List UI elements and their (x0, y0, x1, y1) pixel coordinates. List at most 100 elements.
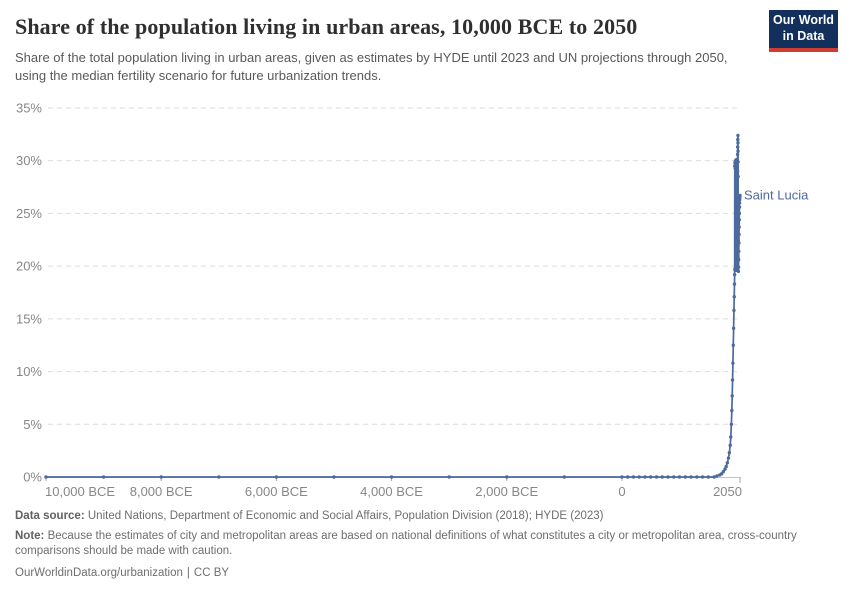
data-point (737, 205, 742, 209)
data-point (736, 160, 740, 164)
data-source-label: Data source: (15, 510, 85, 522)
data-source-line: Data source: United Nations, Department … (15, 509, 847, 525)
x-tick-label: 4,000 BCE (360, 484, 423, 499)
chart-subtitle: Share of the total population living in … (15, 50, 728, 84)
data-point (737, 249, 741, 254)
note-text: Because the estimates of city and metrop… (15, 529, 797, 558)
data-point (625, 475, 630, 479)
data-point (736, 133, 740, 138)
owid-logo[interactable]: Our World in Data (769, 10, 838, 52)
data-point (732, 272, 737, 277)
chart-footer: Data source: United Nations, Department … (15, 509, 847, 585)
data-point (620, 475, 624, 479)
data-point (731, 343, 735, 347)
data-point (738, 193, 742, 198)
data-point (695, 475, 699, 479)
data-point (637, 475, 641, 479)
data-point (731, 326, 736, 331)
data-point (101, 475, 106, 479)
data-point (736, 174, 740, 179)
data-point (677, 475, 682, 479)
owid-logo-line1: Our World (773, 13, 834, 28)
data-point (274, 475, 279, 479)
data-point (631, 475, 636, 479)
data-point (736, 141, 740, 145)
data-point (736, 265, 741, 269)
data-point (735, 169, 740, 173)
note-line: Note: Because the estimates of city and … (15, 529, 847, 560)
data-point (727, 451, 732, 455)
y-tick-label: 15% (16, 311, 42, 326)
data-point (736, 149, 740, 153)
data-point (159, 475, 163, 479)
data-point (643, 475, 647, 479)
citation-line: OurWorldinData.org/urbanization | CC BY (15, 566, 847, 582)
data-point (732, 295, 736, 299)
data-point (712, 475, 716, 479)
data-point (736, 137, 740, 142)
data-point (737, 225, 741, 229)
data-point (735, 164, 739, 168)
y-tick-label: 35% (16, 101, 42, 116)
y-tick-label: 10% (16, 364, 42, 379)
data-point (729, 435, 733, 439)
x-tick-label: 2050 (713, 484, 742, 499)
data-point (730, 378, 735, 382)
note-label: Note: (15, 529, 45, 542)
data-point (389, 475, 394, 479)
entity-label[interactable]: Saint Lucia (744, 188, 809, 203)
data-point (737, 218, 741, 222)
data-point (729, 422, 734, 426)
data-point (649, 475, 653, 479)
data-point (736, 145, 740, 149)
data-point (666, 475, 670, 479)
data-point (683, 475, 687, 479)
series-line[interactable] (45, 134, 741, 478)
data-point (724, 464, 728, 469)
data-point (732, 282, 737, 286)
data-point (723, 467, 727, 471)
x-tick-label: 0 (618, 484, 625, 499)
y-tick-label: 30% (16, 153, 42, 168)
data-point (730, 408, 734, 413)
data-point (700, 475, 705, 479)
data-point (715, 474, 719, 478)
y-tick-label: 0% (23, 470, 42, 485)
data-point (447, 475, 451, 479)
owid-logo-line2: in Data (782, 29, 825, 43)
y-tick-label: 5% (23, 417, 42, 432)
data-point (737, 201, 742, 205)
data-point (728, 443, 732, 448)
data-point (736, 269, 741, 274)
data-point (732, 308, 736, 313)
citation-url-link[interactable]: OurWorldinData.org/urbanization (15, 566, 183, 579)
data-point (654, 475, 659, 479)
data-point (737, 211, 742, 216)
data-point (735, 152, 740, 157)
data-point (660, 475, 664, 479)
data-point (730, 394, 734, 398)
data-point (44, 475, 48, 479)
chart-title: Share of the population living in urban … (15, 14, 638, 39)
data-point (706, 475, 711, 479)
data-point (672, 475, 676, 479)
citation-separator: | (186, 566, 190, 579)
data-point (562, 475, 567, 479)
x-tick-label: 2,000 BCE (475, 484, 538, 499)
y-tick-label: 20% (16, 259, 42, 274)
data-point (736, 258, 741, 262)
x-tick-label: 6,000 BCE (245, 484, 308, 499)
data-point (332, 475, 336, 479)
data-point (689, 475, 693, 479)
data-source-text: United Nations, Department of Economic a… (87, 510, 604, 522)
x-tick-label: 10,000 BCE (45, 484, 115, 499)
y-tick-label: 25% (16, 206, 42, 221)
data-point (737, 241, 741, 245)
license-link[interactable]: CC BY (193, 566, 230, 579)
data-point (721, 470, 725, 474)
x-tick-label: 8,000 BCE (130, 484, 193, 499)
data-point (737, 232, 741, 237)
data-point (725, 461, 730, 465)
